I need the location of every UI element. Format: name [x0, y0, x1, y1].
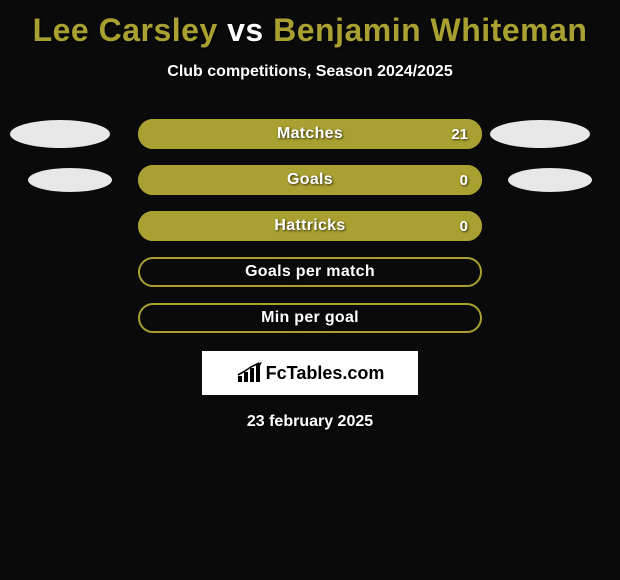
- stat-label: Min per goal: [138, 303, 482, 333]
- stat-bar: Matches21: [138, 119, 482, 149]
- stat-row: Min per goal: [0, 303, 620, 333]
- stat-bar: Hattricks0: [138, 211, 482, 241]
- stat-label: Goals: [138, 165, 482, 195]
- right-marker-ellipse: [490, 120, 590, 148]
- title-vs: vs: [227, 12, 264, 48]
- title-player1: Lee Carsley: [33, 12, 218, 48]
- stat-label: Matches: [138, 119, 482, 149]
- stat-bar: Goals0: [138, 165, 482, 195]
- stat-value-player2: 0: [460, 211, 468, 241]
- fctables-logo[interactable]: FcTables.com: [202, 351, 418, 395]
- right-marker-ellipse: [508, 168, 592, 192]
- stat-rows: Matches21Goals0Hattricks0Goals per match…: [0, 119, 620, 333]
- title-player2: Benjamin Whiteman: [273, 12, 587, 48]
- subtitle: Club competitions, Season 2024/2025: [0, 63, 620, 81]
- stat-value-player2: 21: [451, 119, 468, 149]
- stat-row: Goals0: [0, 165, 620, 195]
- comparison-card: Lee Carsley vs Benjamin Whiteman Club co…: [0, 0, 620, 580]
- stat-bar: Min per goal: [138, 303, 482, 333]
- logo-text: FcTables.com: [266, 363, 385, 384]
- bar-chart-icon: [236, 362, 262, 384]
- stat-row: Matches21: [0, 119, 620, 149]
- stat-bar: Goals per match: [138, 257, 482, 287]
- left-marker-ellipse: [10, 120, 110, 148]
- stat-label: Hattricks: [138, 211, 482, 241]
- stat-value-player2: 0: [460, 165, 468, 195]
- page-title: Lee Carsley vs Benjamin Whiteman: [0, 0, 620, 49]
- left-marker-ellipse: [28, 168, 112, 192]
- stat-label: Goals per match: [138, 257, 482, 287]
- logo-text-suffix: Tables.com: [287, 363, 385, 383]
- logo-text-prefix: Fc: [266, 363, 287, 383]
- stat-row: Hattricks0: [0, 211, 620, 241]
- date-label: 23 february 2025: [0, 413, 620, 431]
- stat-row: Goals per match: [0, 257, 620, 287]
